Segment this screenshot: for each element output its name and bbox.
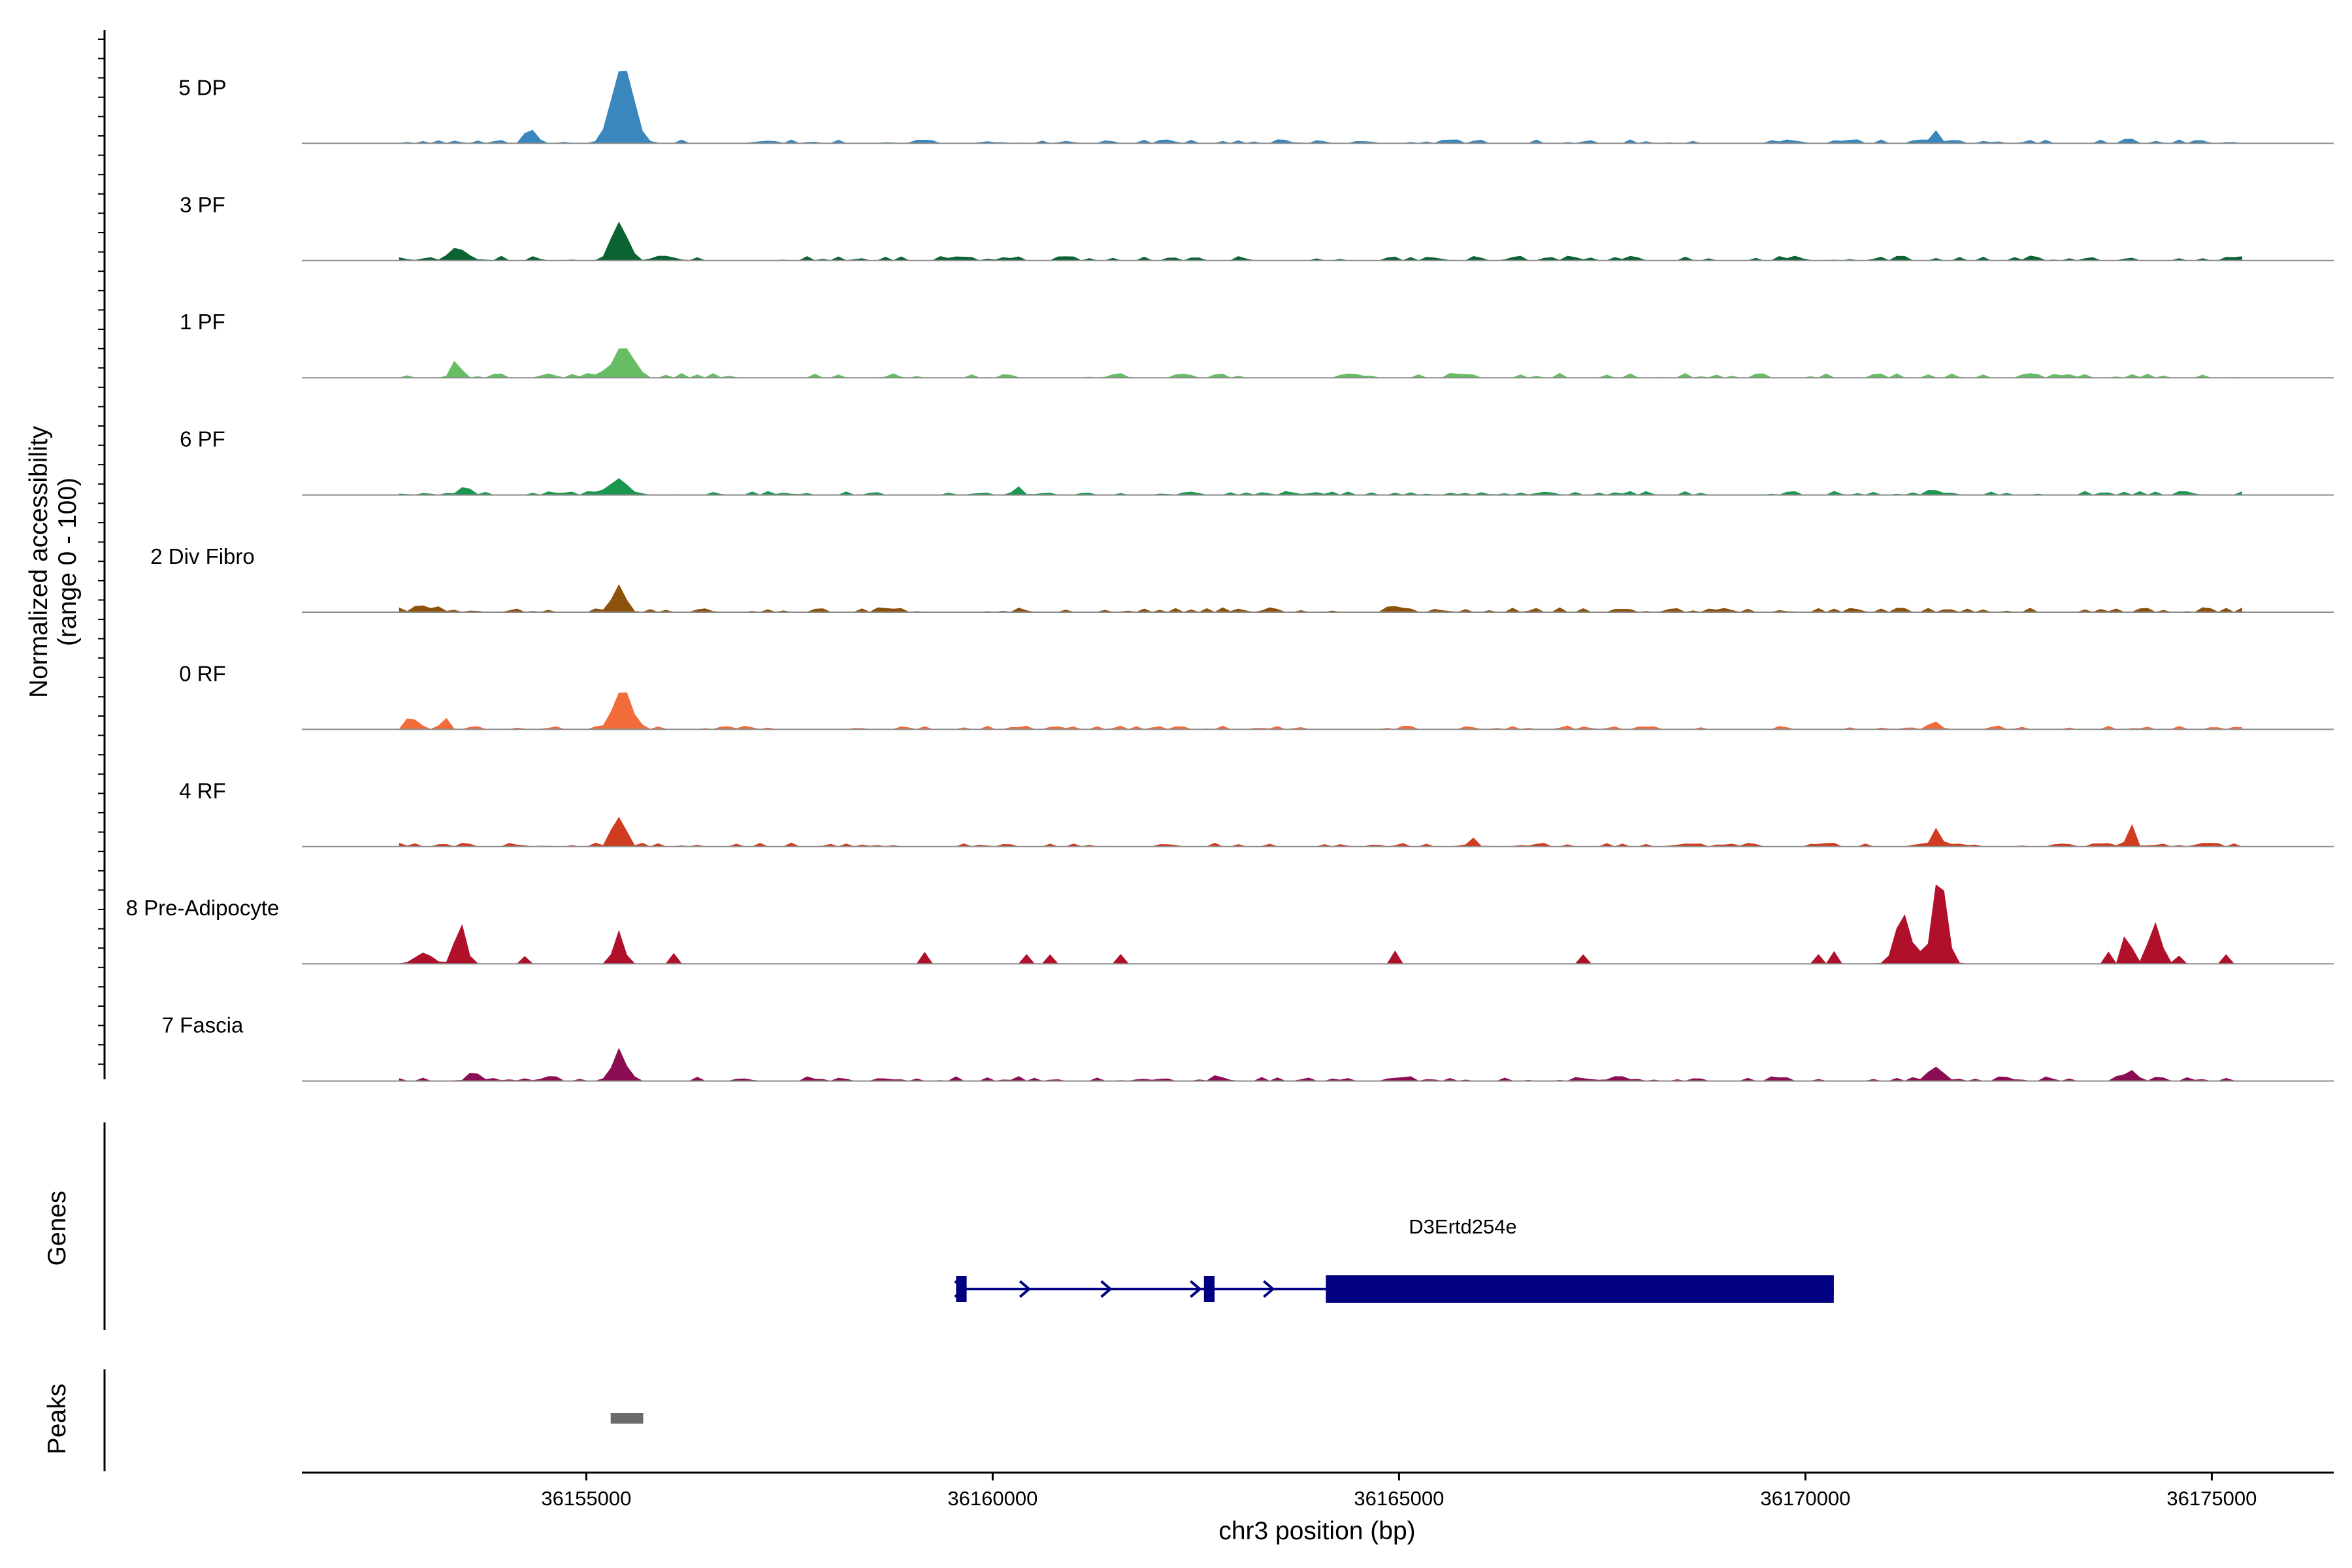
track-label-4-rf: 4 RF	[179, 779, 226, 803]
coverage-area-6-pf	[399, 478, 2242, 496]
y-axis-label-line2: (range 0 - 100)	[54, 478, 82, 646]
gene-strand-arrow	[1190, 1280, 1202, 1298]
track-label-2-div-fibro: 2 Div Fibro	[150, 544, 255, 568]
gene-exon	[1203, 1276, 1215, 1302]
coverage-area-8-pre-adipocyte	[399, 884, 2242, 965]
gene-exon	[1326, 1275, 1834, 1303]
coverage-area-0-rf	[399, 692, 2242, 730]
x-axis: 36155000 36160000 36165000 36170000 36175000	[302, 1471, 2334, 1510]
track-label-1-pf: 1 PF	[180, 310, 225, 334]
track-4-rf: 4 RF	[179, 779, 2334, 847]
genes-label: Genes	[43, 1191, 71, 1266]
coverage-area-3-pf	[399, 221, 2242, 261]
x-axis-label: chr3 position (bp)	[1218, 1517, 1415, 1545]
track-7-fascia: 7 Fascia	[162, 1013, 2334, 1082]
track-label-5-dp: 5 DP	[178, 75, 226, 99]
track-1-pf: 1 PF	[180, 310, 2334, 379]
x-tick-label: 36175000	[2166, 1487, 2257, 1510]
coverage-area-1-pf	[399, 348, 2242, 378]
track-6-pf: 6 PF	[180, 427, 2334, 496]
track-label-8-pre-adipocyte: 8 Pre-Adipocyte	[126, 896, 280, 920]
gene-exon	[956, 1276, 967, 1302]
coverage-tracks: 5 DP 3 PF 1 PF 6 PF 2 Div Fibro 0 RF 4 RF 8 Pre…	[98, 30, 2334, 1082]
peak-track	[103, 1369, 644, 1471]
gene-strand-arrow	[1019, 1280, 1032, 1298]
peak-region	[610, 1413, 644, 1424]
coverage-area-7-fascia	[399, 1047, 2242, 1082]
track-0-rf: 0 RF	[179, 661, 2334, 730]
gene-track	[103, 1122, 1834, 1330]
gene-name: D3Ertd254e	[1409, 1215, 1516, 1238]
track-label-6-pf: 6 PF	[180, 427, 225, 451]
coverage-area-2-div-fibro	[399, 584, 2242, 613]
track-2-div-fibro: 2 Div Fibro	[150, 544, 2334, 613]
x-tick-label: 36160000	[947, 1487, 1037, 1510]
x-tick-label: 36165000	[1354, 1487, 1444, 1510]
gene-strand-arrow	[1263, 1280, 1275, 1298]
track-8-pre-adipocyte: 8 Pre-Adipocyte	[126, 884, 2334, 965]
track-3-pf: 3 PF	[180, 193, 2334, 261]
track-label-0-rf: 0 RF	[179, 661, 226, 685]
track-5-dp: 5 DP	[178, 71, 2334, 144]
track-label-3-pf: 3 PF	[180, 193, 225, 217]
peaks-label: Peaks	[43, 1384, 71, 1454]
coverage-area-4-rf	[399, 817, 2242, 847]
x-tick-label: 36170000	[1760, 1487, 1850, 1510]
x-tick-label: 36155000	[541, 1487, 631, 1510]
track-label-7-fascia: 7 Fascia	[162, 1013, 244, 1037]
gene-strand-arrow	[1100, 1280, 1113, 1298]
y-axis-label-line1: Normalized accessibility	[25, 425, 53, 698]
coverage-area-5-dp	[399, 71, 2242, 144]
